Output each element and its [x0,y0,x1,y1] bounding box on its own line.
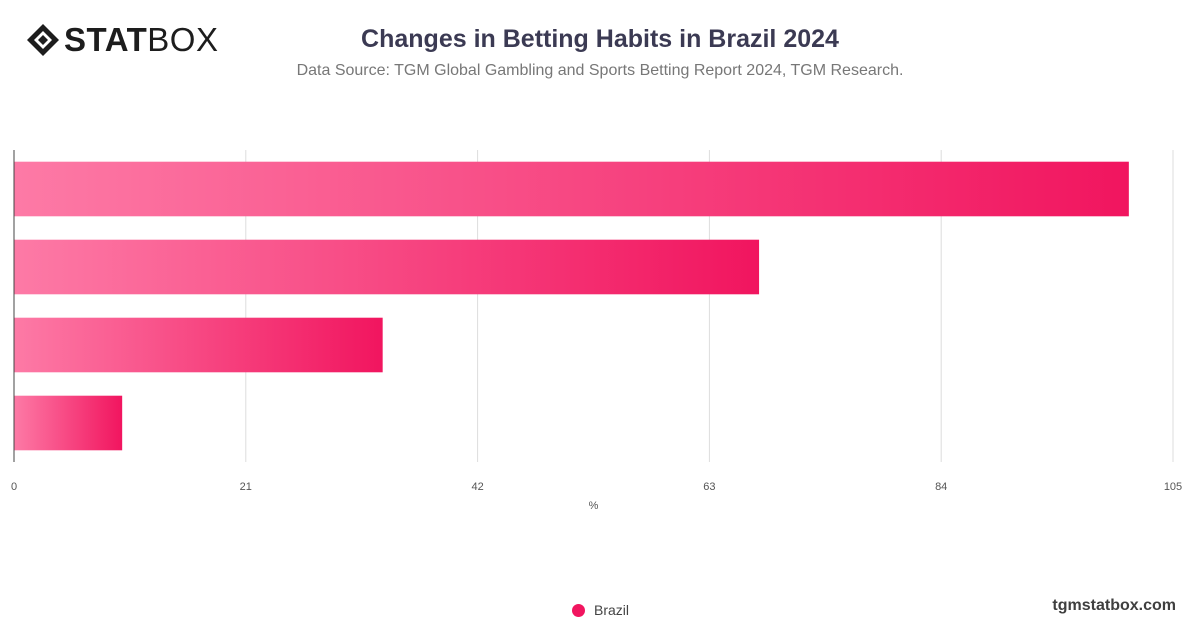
bar-3[interactable] [14,395,123,451]
x-tick-label: 63 [703,481,715,493]
x-tick-label: 42 [471,481,483,493]
logo-text-box: BOX [147,21,219,58]
logo-text-stat: STAT [64,21,148,58]
x-tick-label: 105 [1164,481,1182,493]
chart-subtitle: Data Source: TGM Global Gambling and Spo… [296,62,904,79]
bar-2[interactable] [14,317,383,373]
statbox-logo: STATBOX [26,22,218,58]
x-axis-title: % [589,500,599,512]
legend[interactable]: Brazil [572,602,629,618]
chart-title: Changes in Betting Habits in Brazil 2024 [361,25,839,53]
logo-wordmark: STATBOX [64,22,218,58]
x-tick-label: 0 [11,481,17,493]
x-tick-label: 84 [935,481,947,493]
legend-label-brazil: Brazil [594,602,630,618]
bar-0[interactable] [14,161,1129,217]
watermark: tgmstatbox.com [1052,597,1176,614]
statbox-diamond-icon [27,24,59,56]
x-axis: 0 21 42 63 84 105% [11,150,1182,512]
bars [14,161,1129,451]
legend-dot-icon [572,603,585,617]
x-tick-label: 21 [240,481,252,493]
bar-1[interactable] [14,239,760,295]
